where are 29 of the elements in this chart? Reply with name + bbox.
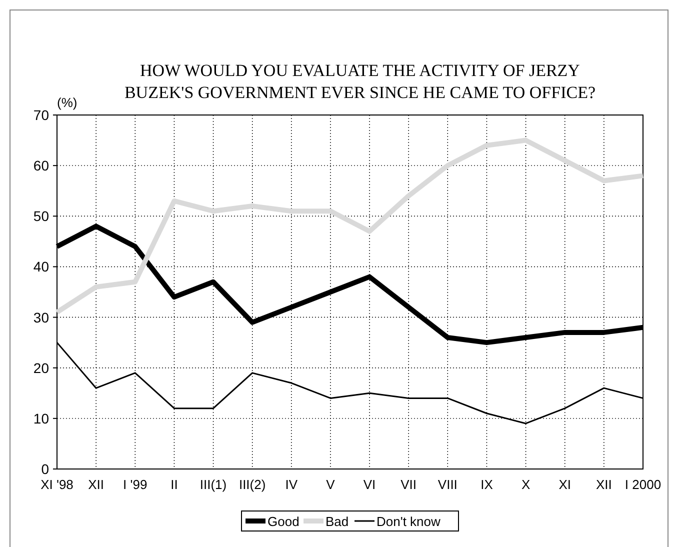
x-tick-label: III(1) <box>200 477 227 492</box>
y-tick-label: 20 <box>33 360 50 376</box>
legend-label: Good <box>268 514 300 529</box>
y-tick-label: 60 <box>33 158 50 174</box>
x-tick-label: V <box>326 477 336 492</box>
y-tick-label: 10 <box>33 410 50 426</box>
x-tick-label: XI '98 <box>40 477 74 492</box>
y-tick-label: 70 <box>33 107 50 123</box>
y-tick-label: 50 <box>33 208 50 224</box>
x-tick-label: I '99 <box>123 477 148 492</box>
x-tick-label: XII <box>596 477 612 492</box>
x-tick-label: II <box>170 477 178 492</box>
legend-label: Don't know <box>376 514 442 529</box>
x-tick-label: VI <box>363 477 376 492</box>
x-tick-label: I 2000 <box>624 477 662 492</box>
x-tick-label: XII <box>88 477 104 492</box>
x-tick-label: III(2) <box>238 477 266 492</box>
x-tick-label: X <box>521 477 530 492</box>
x-tick-label: IV <box>285 477 298 492</box>
legend-label: Bad <box>326 514 349 529</box>
y-tick-label: 40 <box>33 258 50 275</box>
x-tick-label: XI <box>558 477 572 492</box>
x-tick-label: VII <box>400 477 417 492</box>
chart-title: HOW WOULD YOU EVALUATE THE ACTIVITY OF JERZY BUZEK'S GOVERNMENT EVER SINCE HE CAME TO OFFICE? <box>124 61 596 102</box>
y-tick-label: 0 <box>41 461 50 477</box>
x-tick-label: VIII <box>438 477 458 492</box>
y-tick-label: 30 <box>33 309 50 326</box>
y-axis-title: (%) <box>57 95 78 110</box>
x-tick-label: IX <box>480 477 494 492</box>
